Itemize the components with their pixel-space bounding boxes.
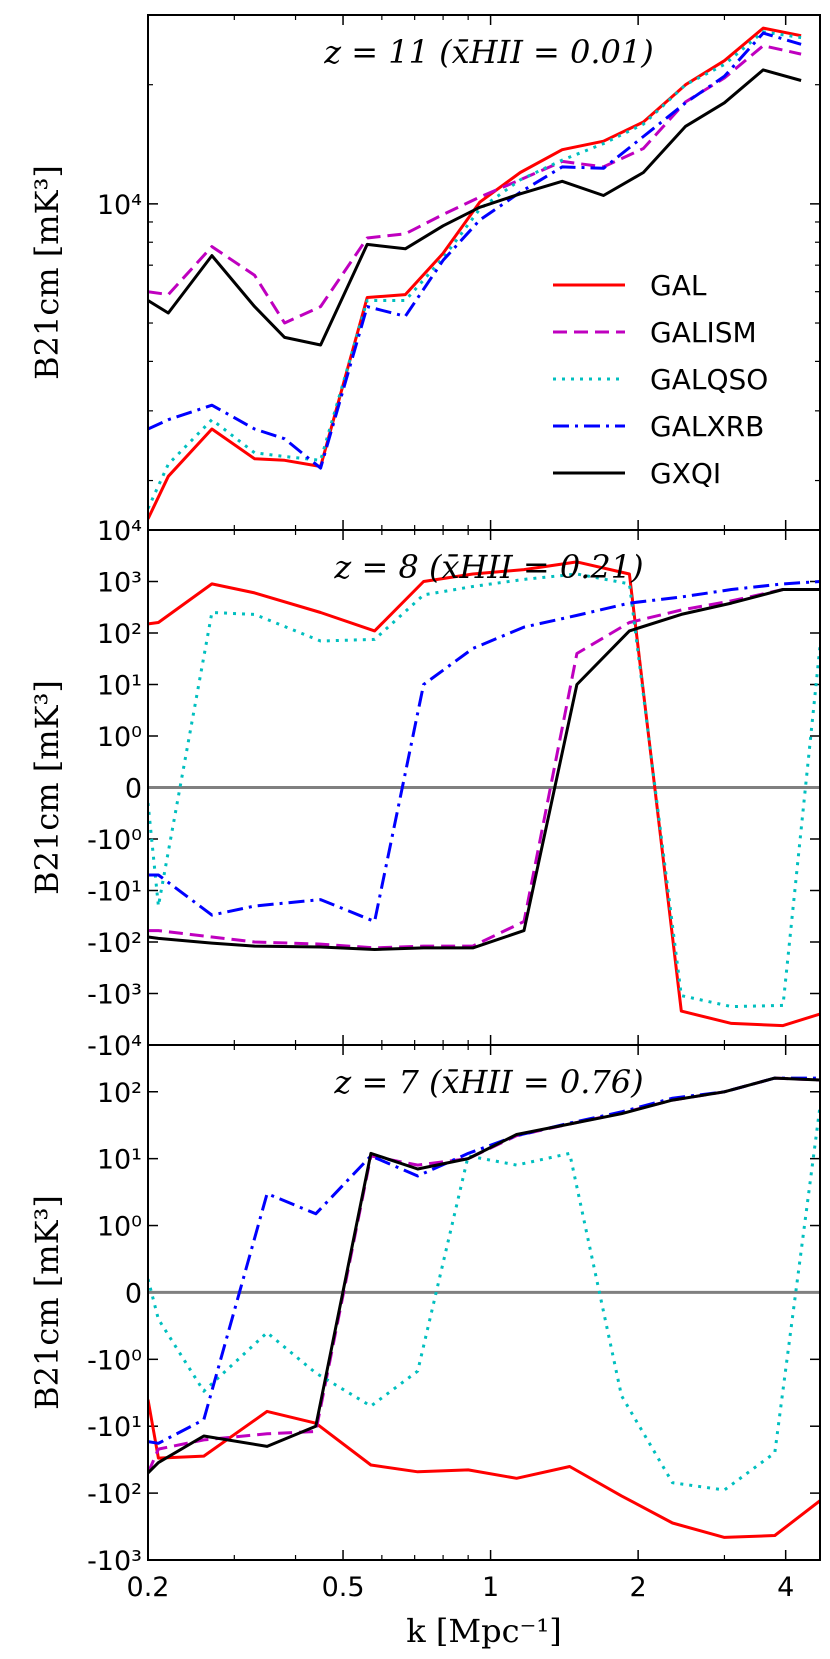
y-tick-label: 10²: [97, 1078, 142, 1109]
panel-title: z = 7 (x̄HII = 0.76): [333, 1063, 643, 1101]
legend-label-galxrb: GALXRB: [650, 410, 764, 443]
y-tick-label: 10⁰: [97, 1212, 142, 1243]
series-line-galxrb: [148, 31, 802, 470]
series-line-gxqi: [148, 1076, 820, 1475]
y-tick-label: 10⁴: [97, 516, 142, 547]
legend-label-galism: GALISM: [650, 316, 757, 349]
series-line-gxqi: [148, 68, 802, 347]
x-tick-label: 0.2: [127, 1572, 170, 1603]
panel-2: 10⁴ 10³ 10² 10¹ 10⁰ 0 -10⁰ -10¹ -10² -10³ -10⁴ z = …: [28, 516, 821, 1062]
y-tick-label: 10⁰: [97, 722, 142, 753]
series-line-galism: [148, 1076, 820, 1474]
series-line-gxqi: [148, 588, 820, 951]
series-line-gal: [148, 1399, 820, 1539]
legend-label-galqso: GALQSO: [650, 363, 768, 396]
series-line-galxrb: [148, 1076, 820, 1445]
panel-title: z = 11 (x̄HII = 0.01): [323, 33, 654, 71]
x-tick-label: 2: [630, 1572, 647, 1603]
series-group: [148, 1076, 820, 1539]
series-line-galqso: [148, 1106, 820, 1492]
y-tick-label: -10⁴: [87, 1031, 142, 1062]
y-axis-label: B21cm [mK³]: [28, 1195, 66, 1410]
y-tick-label: -10³: [87, 980, 142, 1011]
series-line-galqso: [148, 572, 820, 1009]
y-tick-label: 10³: [97, 568, 142, 599]
y-axis-label: B21cm [mK³]: [28, 165, 66, 380]
x-tick-label: 0.5: [322, 1572, 365, 1603]
y-tick-label: -10¹: [87, 877, 142, 908]
legend: GAL GALISM GALQSO GALXRB GXQI: [553, 269, 768, 490]
y-tick-label: -10⁰: [87, 1345, 142, 1376]
panel-1: 10⁴ z = 11 (x̄HII = 0.01) B21cm [mK³]: [28, 14, 821, 531]
series-group: [148, 560, 820, 1028]
series-line-gal: [148, 26, 802, 520]
y-tick-label: 0: [125, 1278, 142, 1309]
series-line-galism: [148, 588, 820, 950]
series-line-galxrb: [148, 580, 820, 923]
y-tick-label: -10²: [87, 928, 142, 959]
series-group: [148, 26, 802, 520]
panel-title: z = 8 (x̄HII = 0.21): [333, 548, 643, 586]
x-tick-label: 1: [482, 1572, 499, 1603]
legend-label-gxqi: GXQI: [650, 457, 721, 490]
x-tick-label: 4: [777, 1572, 794, 1603]
y-axis-label: B21cm [mK³]: [28, 680, 66, 895]
y-tick-label: 10⁴: [97, 190, 142, 221]
y-tick-label: 10¹: [97, 671, 142, 702]
y-tick-label: 10¹: [97, 1145, 142, 1176]
series-line-gal: [148, 560, 820, 1028]
panel-frame: [147, 1044, 821, 1561]
series-line-galqso: [148, 30, 802, 510]
y-tick-label: -10²: [87, 1479, 142, 1510]
y-tick-label: -10⁰: [87, 825, 142, 856]
y-tick-label: 10²: [97, 619, 142, 650]
y-tick-label: 0: [125, 774, 142, 805]
legend-label-gal: GAL: [650, 269, 707, 302]
x-axis-label: k [Mpc⁻¹]: [406, 1612, 561, 1650]
panel-3: 10² 10¹ 10⁰ 0 -10⁰ -10¹ -10² -10³ z = 7 (x̄HII =…: [28, 1044, 821, 1577]
y-tick-label: -10¹: [87, 1412, 142, 1443]
y-tick-label: -10³: [87, 1546, 142, 1577]
